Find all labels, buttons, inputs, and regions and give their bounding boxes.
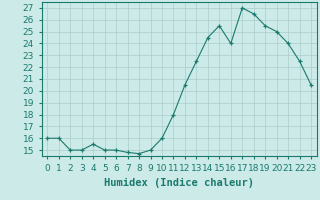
X-axis label: Humidex (Indice chaleur): Humidex (Indice chaleur): [104, 178, 254, 188]
